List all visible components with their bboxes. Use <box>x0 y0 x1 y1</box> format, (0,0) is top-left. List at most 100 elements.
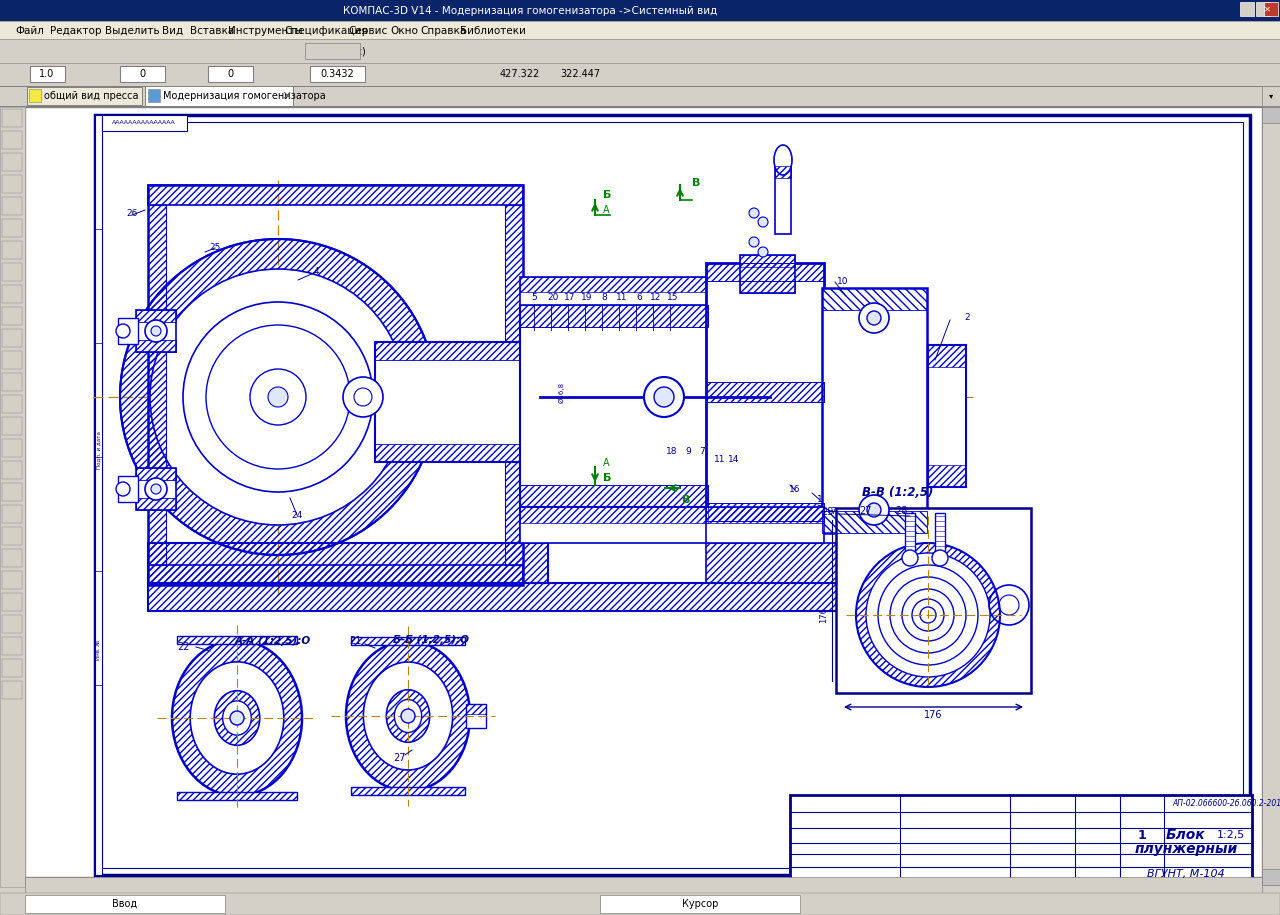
Bar <box>3 329 22 347</box>
Circle shape <box>749 208 759 218</box>
Bar <box>520 507 708 543</box>
Text: ✕: ✕ <box>1263 5 1271 14</box>
Bar <box>707 263 824 281</box>
Bar <box>707 507 824 543</box>
Circle shape <box>116 482 131 496</box>
Text: 7: 7 <box>699 447 705 457</box>
Bar <box>351 787 465 795</box>
Circle shape <box>859 303 890 333</box>
Bar <box>148 185 524 585</box>
Bar <box>120 66 165 82</box>
Text: А: А <box>603 205 609 215</box>
Bar <box>102 115 187 131</box>
Bar <box>774 166 791 178</box>
Text: 27: 27 <box>394 753 406 763</box>
Circle shape <box>758 217 768 227</box>
Bar <box>29 89 41 102</box>
Text: 4: 4 <box>314 267 319 276</box>
Text: 12: 12 <box>650 294 662 303</box>
Bar <box>836 508 1030 693</box>
Bar <box>466 704 486 728</box>
Text: 27: 27 <box>860 506 872 516</box>
Circle shape <box>758 247 768 257</box>
Text: А-А (1:2,5):О: А-А (1:2,5):О <box>236 636 311 646</box>
Bar <box>0 106 1280 107</box>
Bar <box>520 277 708 305</box>
Bar <box>1265 2 1277 16</box>
Text: Б: Б <box>603 190 612 200</box>
Circle shape <box>116 324 131 338</box>
Bar <box>740 255 795 267</box>
Bar <box>3 483 22 501</box>
Circle shape <box>268 387 288 407</box>
Text: ВГУНТ, М-104: ВГУНТ, М-104 <box>1147 868 1225 878</box>
Circle shape <box>749 237 759 247</box>
Text: 24: 24 <box>292 511 302 520</box>
Bar <box>136 340 177 352</box>
Bar <box>928 465 966 487</box>
Bar <box>351 637 465 645</box>
Bar <box>351 637 465 645</box>
Bar <box>0 40 1280 63</box>
Text: 322.447: 322.447 <box>561 69 600 79</box>
Ellipse shape <box>774 145 792 175</box>
Bar <box>207 66 253 82</box>
Bar <box>928 345 966 367</box>
Circle shape <box>230 711 244 725</box>
Circle shape <box>644 377 684 417</box>
Bar <box>148 89 160 102</box>
Bar <box>707 382 824 402</box>
Bar <box>3 505 22 523</box>
Text: плунжерный: плунжерный <box>1134 843 1238 856</box>
Text: 1.0: 1.0 <box>40 69 55 79</box>
Bar <box>375 444 540 462</box>
Bar <box>3 175 22 193</box>
Bar <box>26 895 225 913</box>
Bar <box>0 21 1280 40</box>
Bar <box>3 571 22 589</box>
Bar <box>707 263 824 521</box>
Text: 11: 11 <box>714 456 726 465</box>
Bar <box>177 636 297 644</box>
Bar <box>520 485 708 507</box>
Bar <box>707 543 936 583</box>
Text: В: В <box>692 178 700 188</box>
Circle shape <box>654 387 675 407</box>
Bar <box>305 43 360 59</box>
Bar <box>707 503 824 521</box>
Text: Инв. №: Инв. № <box>96 640 101 660</box>
Text: Выделить: Выделить <box>105 26 160 36</box>
Bar <box>3 593 22 611</box>
Bar <box>3 549 22 567</box>
Text: 26: 26 <box>127 210 138 219</box>
Ellipse shape <box>394 699 421 733</box>
Bar <box>95 115 1251 875</box>
Bar <box>520 507 708 542</box>
Bar <box>3 417 22 435</box>
Bar <box>148 543 548 583</box>
Circle shape <box>250 369 306 425</box>
Text: 9: 9 <box>685 447 691 457</box>
Bar <box>0 63 1280 86</box>
Text: 14: 14 <box>728 456 740 465</box>
Text: Б: Б <box>603 473 612 483</box>
Text: 2: 2 <box>964 314 970 322</box>
Bar <box>3 307 22 325</box>
Bar <box>95 115 102 875</box>
Text: 176: 176 <box>819 607 828 623</box>
Bar <box>177 792 297 800</box>
Text: Редактор: Редактор <box>50 26 101 36</box>
Text: Файл: Файл <box>15 26 44 36</box>
Text: Модернизация гомогенизатора: Модернизация гомогенизатора <box>163 91 325 101</box>
Text: ААААААААААААААА: ААААААААААААААА <box>113 121 175 125</box>
Bar <box>822 288 927 533</box>
Bar <box>1262 869 1280 885</box>
Bar <box>118 318 138 344</box>
Circle shape <box>145 320 166 342</box>
Bar <box>740 255 795 293</box>
Circle shape <box>902 550 918 566</box>
Circle shape <box>867 311 881 325</box>
Bar <box>600 895 800 913</box>
Bar <box>0 86 1280 106</box>
Text: КОМПАС-3D V14 - Модернизация гомогенизатора ->Системный вид: КОМПАС-3D V14 - Модернизация гомогенизат… <box>343 5 717 16</box>
